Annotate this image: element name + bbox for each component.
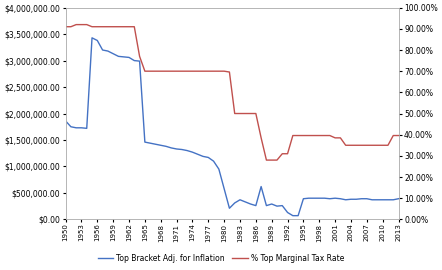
Top Bracket Adj. for Inflation <box>110 52 116 55</box>
Line: Top Bracket Adj. for Inflation: Top Bracket Adj. for Inflation <box>65 38 399 216</box>
% Top Marginal Tax Rate <box>206 70 211 73</box>
Top Bracket Adj. for Inflation <box>280 204 285 207</box>
Top Bracket Adj. for Inflation <box>232 201 237 205</box>
Top Bracket Adj. for Inflation <box>89 36 95 39</box>
Top Bracket Adj. for Inflation <box>63 119 68 123</box>
% Top Marginal Tax Rate <box>232 112 237 115</box>
Line: % Top Marginal Tax Rate: % Top Marginal Tax Rate <box>65 25 399 160</box>
% Top Marginal Tax Rate <box>110 25 116 28</box>
Legend: Top Bracket Adj. for Inflation, % Top Marginal Tax Rate: Top Bracket Adj. for Inflation, % Top Ma… <box>95 251 347 266</box>
Top Bracket Adj. for Inflation <box>290 214 296 217</box>
Top Bracket Adj. for Inflation <box>285 211 290 214</box>
% Top Marginal Tax Rate <box>396 134 401 137</box>
% Top Marginal Tax Rate <box>63 25 68 28</box>
% Top Marginal Tax Rate <box>73 23 79 26</box>
Top Bracket Adj. for Inflation <box>206 156 211 159</box>
% Top Marginal Tax Rate <box>290 134 296 137</box>
% Top Marginal Tax Rate <box>253 112 259 115</box>
Top Bracket Adj. for Inflation <box>396 197 401 200</box>
% Top Marginal Tax Rate <box>264 158 269 162</box>
% Top Marginal Tax Rate <box>285 152 290 155</box>
Top Bracket Adj. for Inflation <box>253 204 259 207</box>
